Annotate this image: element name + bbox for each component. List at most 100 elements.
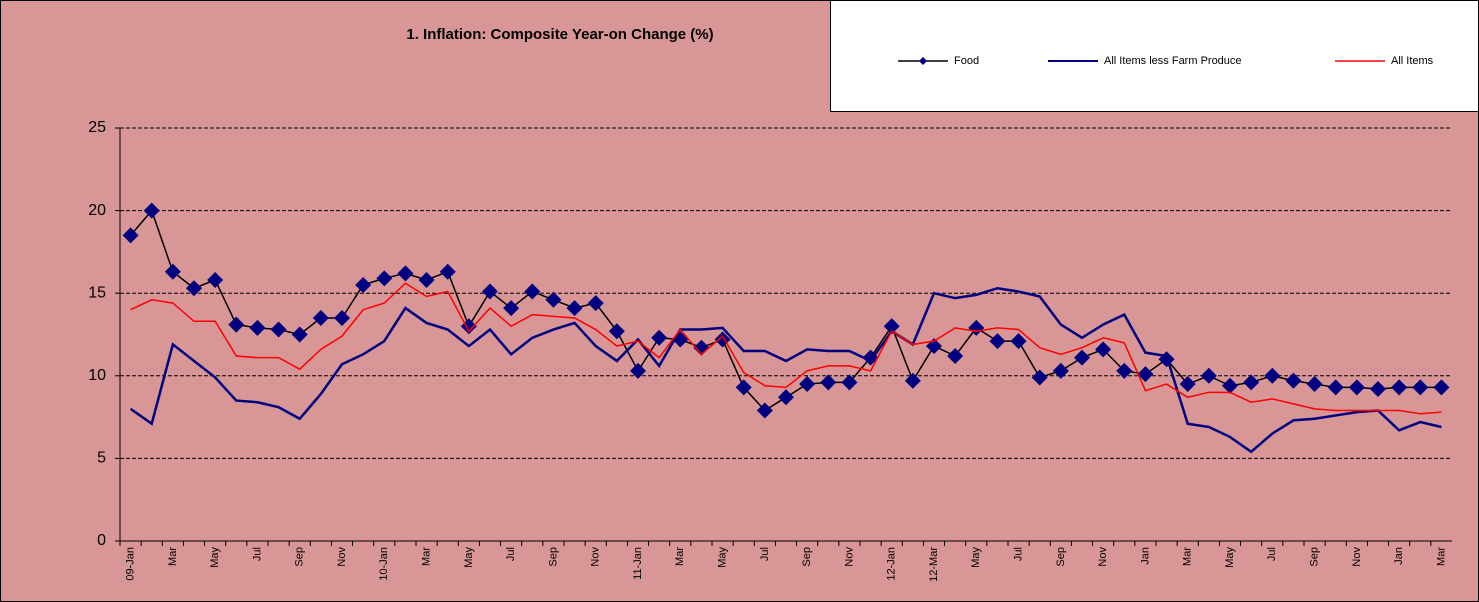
x-tick-label: Jul	[759, 547, 771, 561]
x-tick-label: May	[970, 547, 982, 568]
x-tick-label: Nov	[590, 547, 602, 567]
x-tick-label: 09-Jan	[124, 547, 136, 581]
y-tick-label: 25	[88, 119, 106, 136]
x-tick-label: Mar	[420, 547, 432, 566]
marker	[1137, 366, 1154, 383]
marker	[1074, 349, 1090, 366]
y-tick-label: 10	[88, 367, 106, 384]
marker	[249, 319, 266, 336]
marker	[947, 347, 964, 364]
x-tick-label: Mar	[1435, 547, 1447, 566]
chart-title: 1. Inflation: Composite Year-on Change (…	[406, 26, 713, 43]
marker	[1031, 369, 1048, 386]
marker	[756, 402, 773, 419]
marker	[841, 374, 858, 391]
x-tick-label: Jan	[1139, 547, 1151, 565]
x-tick-label: 12-Mar	[928, 547, 940, 582]
x-tick-label: Jul	[505, 547, 517, 561]
marker	[904, 372, 921, 389]
x-tick-label: May	[716, 547, 728, 568]
x-tick-label: Nov	[1351, 547, 1363, 567]
legend-marker	[919, 57, 927, 65]
marker	[397, 265, 414, 282]
marker	[503, 300, 520, 317]
legend-box	[830, 0, 1479, 112]
marker	[1179, 376, 1196, 393]
marker	[1052, 362, 1069, 379]
marker	[1327, 379, 1344, 396]
y-tick-label: 20	[88, 202, 106, 219]
x-tick-label: May	[463, 547, 475, 568]
marker	[1433, 379, 1450, 396]
marker	[122, 227, 139, 244]
x-tick-label: Mar	[167, 547, 179, 566]
marker	[334, 309, 350, 326]
x-tick-label: Nov	[336, 547, 348, 567]
marker	[883, 318, 900, 335]
legend-label: Food	[954, 55, 979, 67]
marker	[1412, 379, 1429, 396]
marker	[1348, 379, 1365, 396]
marker	[312, 309, 329, 326]
marker	[778, 389, 794, 406]
x-tick-label: Sep	[1055, 547, 1067, 567]
marker	[1116, 362, 1133, 379]
marker	[418, 271, 435, 288]
marker	[608, 323, 625, 340]
x-tick-label: 10-Jan	[378, 547, 390, 581]
marker	[1222, 377, 1238, 394]
x-tick-label: May	[209, 547, 221, 568]
marker	[143, 202, 160, 219]
marker	[1391, 379, 1408, 396]
marker	[1095, 341, 1112, 358]
x-tick-label: 11-Jan	[632, 547, 644, 580]
marker	[799, 376, 816, 393]
marker	[439, 263, 456, 280]
x-tick-label: Sep	[294, 547, 306, 567]
x-tick-label: 12-Jan	[886, 547, 898, 581]
marker	[566, 300, 583, 317]
marker	[164, 263, 181, 280]
marker	[1285, 372, 1302, 389]
marker	[482, 283, 498, 300]
marker	[587, 295, 604, 312]
x-tick-label: Jul	[1012, 547, 1024, 561]
x-tick-label: Sep	[801, 547, 813, 567]
x-tick-label: Nov	[843, 547, 855, 567]
x-tick-label: Mar	[674, 547, 686, 566]
y-tick-label: 15	[88, 284, 106, 301]
marker	[376, 270, 393, 287]
marker	[820, 374, 837, 391]
marker	[291, 326, 308, 343]
marker	[630, 362, 646, 379]
marker	[1243, 374, 1260, 391]
marker	[1264, 367, 1281, 384]
x-tick-label: Jan	[1393, 547, 1405, 565]
series-line	[129, 286, 1442, 454]
x-tick-label: Mar	[1182, 547, 1194, 566]
marker	[1370, 381, 1386, 398]
marker	[207, 271, 224, 288]
legend-label: All Items less Farm Produce	[1104, 55, 1242, 67]
marker	[524, 283, 541, 300]
x-tick-label: Nov	[1097, 547, 1109, 567]
marker	[651, 329, 668, 346]
series-line	[130, 282, 1442, 415]
marker	[968, 319, 985, 336]
x-tick-label: Sep	[547, 547, 559, 567]
marker	[1306, 376, 1323, 393]
marker	[735, 379, 752, 396]
marker	[1010, 333, 1027, 350]
marker	[989, 333, 1006, 350]
marker	[186, 280, 202, 297]
x-tick-label: Jul	[1266, 547, 1278, 561]
x-tick-label: Sep	[1308, 547, 1320, 567]
legend-label: All Items	[1391, 55, 1434, 67]
marker	[228, 316, 245, 333]
y-tick-label: 5	[97, 450, 106, 467]
marker	[545, 291, 562, 308]
marker	[1200, 367, 1217, 384]
marker	[270, 321, 287, 338]
marker	[355, 276, 372, 293]
